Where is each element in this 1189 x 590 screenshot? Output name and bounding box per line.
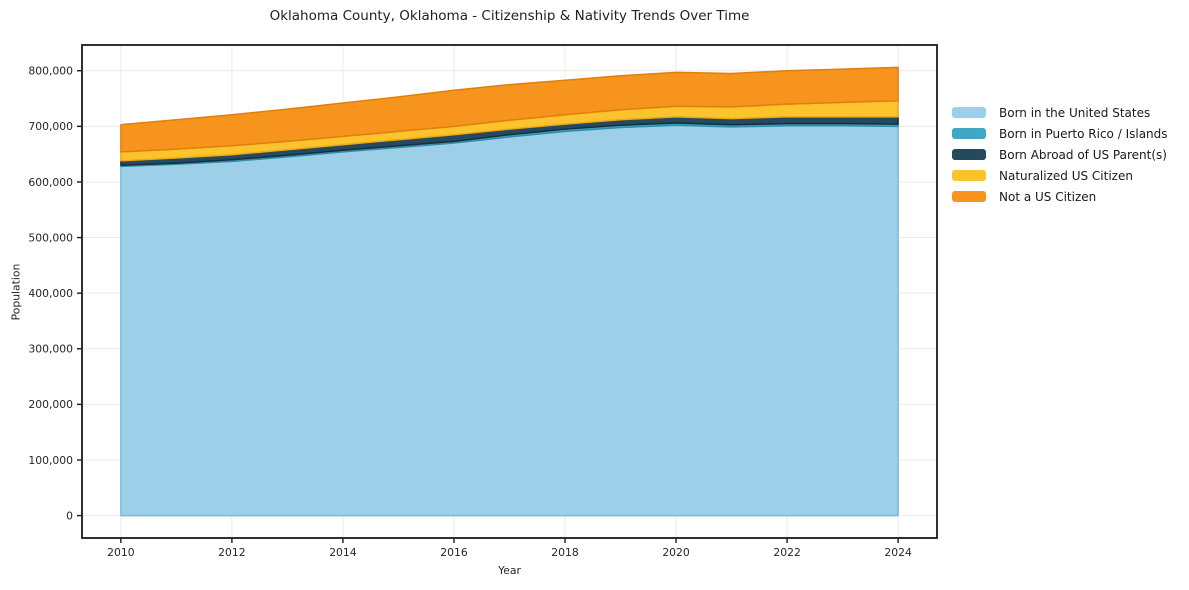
legend-swatch-icon bbox=[952, 107, 986, 118]
legend-item-born-abroad-of-us-parent-s: Born Abroad of US Parent(s) bbox=[952, 144, 1168, 165]
x-axis-label: Year bbox=[498, 564, 521, 577]
x-tick-label: 2016 bbox=[440, 546, 468, 559]
y-tick-label: 500,000 bbox=[28, 231, 73, 244]
legend-item-born-in-the-united-states: Born in the United States bbox=[952, 102, 1168, 123]
y-tick-label: 800,000 bbox=[28, 65, 73, 78]
x-tick-label: 2014 bbox=[329, 546, 357, 559]
legend-swatch-icon bbox=[952, 170, 986, 181]
area-not-a-us-citizen bbox=[120, 66, 899, 153]
x-tick-label: 2022 bbox=[773, 546, 800, 559]
legend-label: Born Abroad of US Parent(s) bbox=[999, 147, 1167, 162]
x-tick-label: 2012 bbox=[218, 546, 245, 559]
y-tick-label: 700,000 bbox=[28, 120, 73, 133]
x-tick-label: 2018 bbox=[551, 546, 579, 559]
y-tick-label: 0 bbox=[66, 509, 73, 522]
y-tick-label: 100,000 bbox=[28, 454, 73, 467]
legend-item-born-in-puerto-rico-islands: Born in Puerto Rico / Islands bbox=[952, 123, 1168, 144]
legend-label: Born in Puerto Rico / Islands bbox=[999, 126, 1168, 141]
y-tick-label: 200,000 bbox=[28, 398, 73, 411]
legend: Born in the United States Born in Puerto … bbox=[952, 102, 1168, 207]
y-axis-label: Population bbox=[9, 263, 23, 321]
x-tick-label: 2010 bbox=[107, 546, 135, 559]
area-born-in-the-united-states bbox=[120, 124, 899, 517]
y-tick-label: 600,000 bbox=[28, 176, 73, 189]
legend-swatch-icon bbox=[952, 191, 986, 202]
y-tick-label: 300,000 bbox=[28, 343, 73, 356]
legend-label: Naturalized US Citizen bbox=[999, 168, 1133, 183]
chart-title: Oklahoma County, Oklahoma - Citizenship … bbox=[269, 8, 750, 24]
legend-swatch-icon bbox=[952, 149, 986, 160]
legend-swatch-icon bbox=[952, 128, 986, 139]
legend-label: Not a US Citizen bbox=[999, 189, 1097, 204]
legend-item-not-a-us-citizen: Not a US Citizen bbox=[952, 186, 1168, 207]
legend-item-naturalized-us-citizen: Naturalized US Citizen bbox=[952, 165, 1168, 186]
x-tick-label: 2024 bbox=[884, 546, 912, 559]
x-tick-label: 2020 bbox=[662, 546, 690, 559]
y-tick-label: 400,000 bbox=[28, 287, 73, 300]
plot-border bbox=[81, 44, 938, 539]
legend-label: Born in the United States bbox=[999, 105, 1151, 120]
